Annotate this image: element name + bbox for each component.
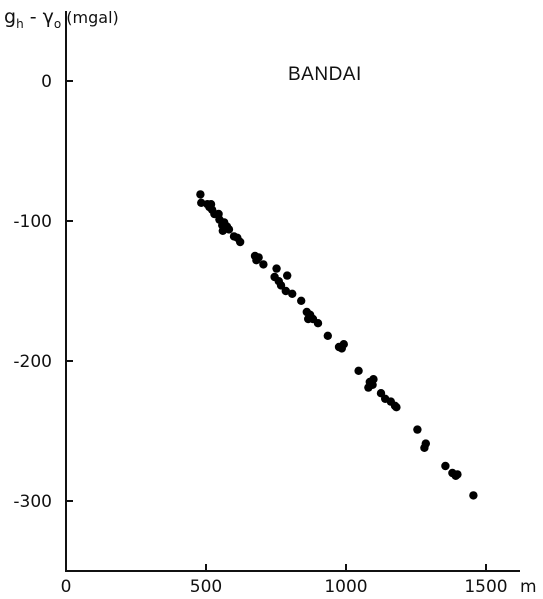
data-point-24 [276,281,286,290]
tick-marks: 0 500 1000 1500 m 0 -100 -200 -300 [13,72,536,597]
y-tick-label-3: -300 [13,492,52,512]
data-point-51 [441,461,450,471]
data-point-19 [254,253,263,262]
data-point-34 [323,331,332,340]
x-tick-label-3: 1500 [464,577,507,597]
data-point-13 [224,225,234,234]
x-tick-label-0: 0 [61,577,72,597]
data-point-48 [413,425,422,434]
x-axis-unit: m [520,577,537,597]
y-tick-label-0: 0 [41,72,52,92]
data-point-20 [259,260,268,269]
data-points [196,190,478,500]
data-point-26 [283,271,292,280]
y-tick-label-2: -200 [13,352,52,372]
data-point-47 [392,403,401,412]
data-point-50 [421,439,430,448]
y-label-g: g [4,6,17,28]
data-point-55 [469,491,478,500]
data-point-0 [196,190,205,199]
x-tick-label-1: 500 [190,577,222,597]
data-point-38 [354,366,363,375]
data-point-37 [339,340,348,349]
y-label-gamma: γ [42,6,54,28]
data-point-33 [313,319,323,328]
y-tick-label-1: -100 [13,212,52,232]
data-point-27 [288,289,297,298]
y-axis-label: gh - γo (mgal) [4,6,119,31]
y-label-unit: (mgal) [61,8,119,27]
data-point-22 [272,264,281,273]
data-point-42 [369,375,378,384]
y-label-minus: - [23,6,43,28]
data-point-54 [453,470,462,479]
data-point-28 [297,296,306,305]
data-point-25 [281,286,290,296]
axes [65,11,520,572]
chart-title: BANDAI [288,64,362,85]
y-label-gamma-subscript: o [53,17,62,31]
data-point-16 [235,237,245,247]
y-label-g-subscript: h [16,17,24,31]
x-tick-label-2: 1000 [324,577,367,597]
